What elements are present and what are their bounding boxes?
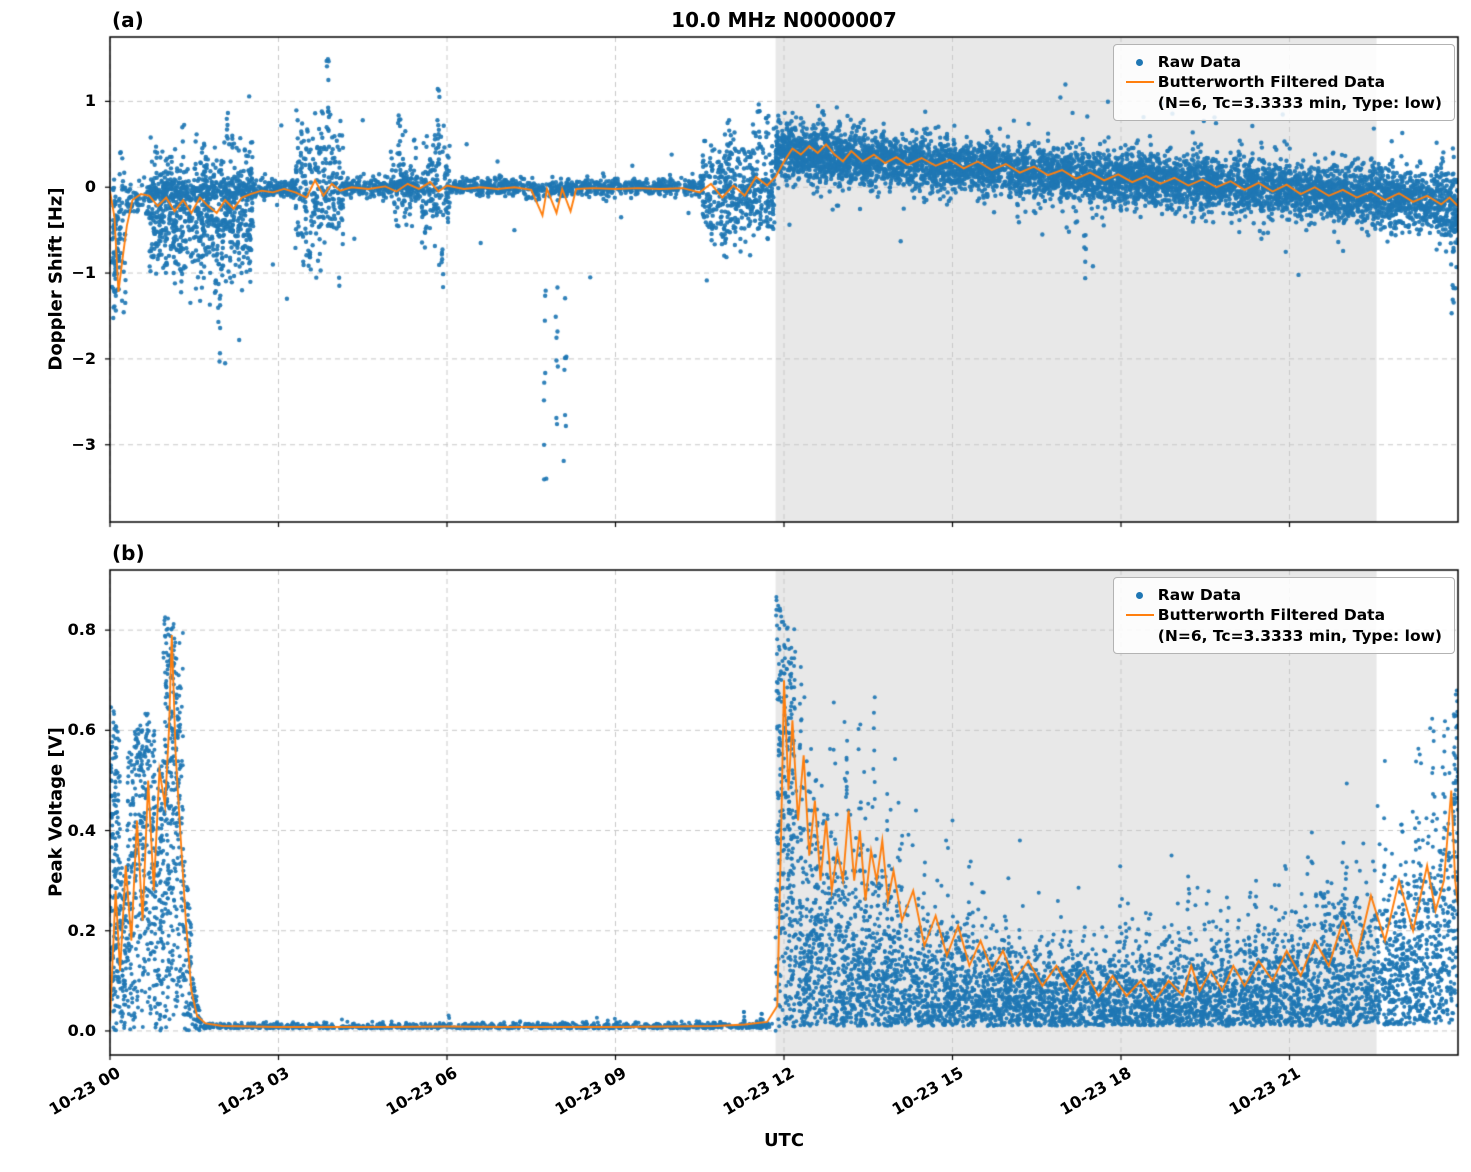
legend-voltage: Raw Data Butterworth Filtered Data (N=6,… bbox=[1112, 577, 1455, 655]
legend-filtered-label-line2: (N=6, Tc=3.3333 min, Type: low) bbox=[1157, 626, 1442, 645]
legend-raw-label: Raw Data bbox=[1157, 53, 1242, 71]
legend-raw-label: Raw Data bbox=[1157, 586, 1242, 604]
y-tick-label: 0.8 bbox=[67, 620, 96, 640]
y-tick-label: −1 bbox=[71, 263, 96, 283]
y-tick-label: −3 bbox=[71, 434, 96, 454]
legend-row-raw: Raw Data bbox=[1122, 52, 1442, 72]
y-tick-label: 0.4 bbox=[67, 820, 96, 840]
y-tick-label: 0.2 bbox=[67, 920, 96, 940]
legend-filtered-label: Butterworth Filtered Data (N=6, Tc=3.333… bbox=[1158, 605, 1442, 646]
panel-label-a: (a) bbox=[112, 8, 144, 32]
filtered-line-icon bbox=[1122, 72, 1158, 92]
y-tick-label: 0 bbox=[84, 177, 96, 197]
filtered-line-icon bbox=[1122, 605, 1158, 625]
legend-row-filtered: Butterworth Filtered Data (N=6, Tc=3.333… bbox=[1122, 605, 1442, 646]
legend-filtered-label-line2: (N=6, Tc=3.3333 min, Type: low) bbox=[1157, 93, 1442, 112]
y-tick-label: −2 bbox=[71, 348, 96, 368]
x-axis-label: UTC bbox=[763, 1130, 805, 1151]
legend-filtered-label: Butterworth Filtered Data (N=6, Tc=3.333… bbox=[1158, 72, 1442, 113]
y-tick-label: 1 bbox=[84, 91, 96, 111]
y-axis-label-voltage: Peak Voltage [V] bbox=[45, 727, 67, 897]
raw-data-dot-icon bbox=[1122, 52, 1158, 72]
panel-label-b: (b) bbox=[112, 541, 145, 565]
y-tick-label: 0.6 bbox=[67, 720, 96, 740]
legend-row-filtered: Butterworth Filtered Data (N=6, Tc=3.333… bbox=[1122, 72, 1442, 113]
y-tick-label: 0.0 bbox=[67, 1020, 96, 1040]
legend-filtered-label-line1: Butterworth Filtered Data bbox=[1157, 606, 1386, 625]
legend-filtered-label-line1: Butterworth Filtered Data bbox=[1157, 73, 1386, 92]
figure-title: 10.0 MHz N0000007 bbox=[671, 8, 897, 32]
legend-doppler: Raw Data Butterworth Filtered Data (N=6,… bbox=[1112, 44, 1455, 122]
raw-data-dot-icon bbox=[1122, 585, 1158, 605]
legend-row-raw: Raw Data bbox=[1122, 585, 1442, 605]
